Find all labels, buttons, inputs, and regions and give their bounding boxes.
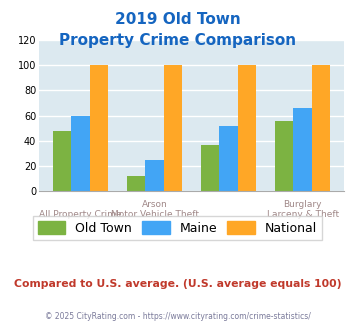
Legend: Old Town, Maine, National: Old Town, Maine, National: [33, 216, 322, 240]
Bar: [312, 65, 331, 191]
Bar: [90, 65, 108, 191]
Bar: [201, 145, 219, 191]
Text: Burglary: Burglary: [284, 200, 322, 209]
Bar: [294, 108, 312, 191]
Text: Larceny & Theft: Larceny & Theft: [267, 210, 339, 218]
Bar: [71, 115, 90, 191]
Text: © 2025 CityRating.com - https://www.cityrating.com/crime-statistics/: © 2025 CityRating.com - https://www.city…: [45, 312, 310, 321]
Text: Property Crime Comparison: Property Crime Comparison: [59, 33, 296, 48]
Text: Motor Vehicle Theft: Motor Vehicle Theft: [111, 210, 199, 218]
Bar: [146, 160, 164, 191]
Text: 2019 Old Town: 2019 Old Town: [115, 12, 240, 26]
Bar: [127, 176, 146, 191]
Bar: [219, 126, 238, 191]
Bar: [164, 65, 182, 191]
Text: All Property Crime: All Property Crime: [39, 210, 122, 218]
Text: Arson: Arson: [142, 200, 168, 209]
Bar: [238, 65, 256, 191]
Bar: [53, 131, 71, 191]
Text: Compared to U.S. average. (U.S. average equals 100): Compared to U.S. average. (U.S. average …: [14, 279, 341, 289]
Bar: [275, 120, 294, 191]
